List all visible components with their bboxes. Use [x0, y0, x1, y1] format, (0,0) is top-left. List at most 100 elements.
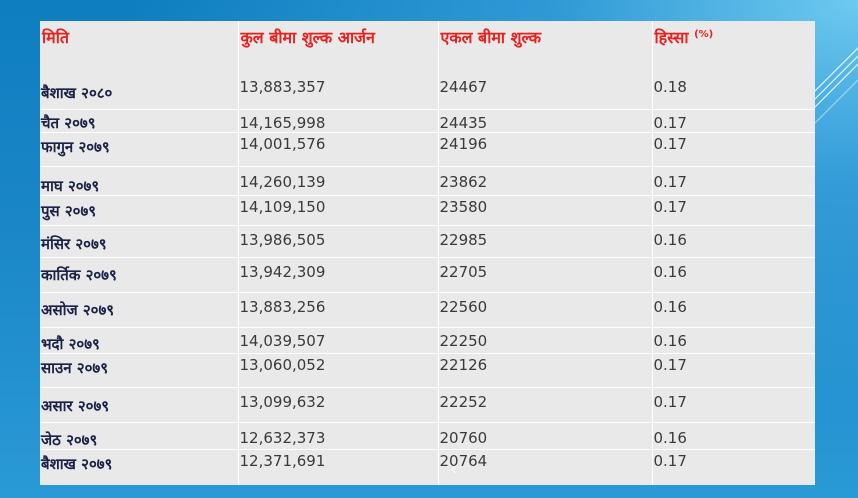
table-row: बैशाख २०७९ 12,371,691 20764 0.17 — [40, 449, 815, 485]
cell-share: 0.18 — [652, 74, 815, 110]
cell-total-premium: 13,942,309 — [238, 257, 439, 293]
cell-single-premium: 22252 — [438, 387, 653, 423]
cell-total-premium: 14,039,507 — [238, 327, 439, 354]
cell-date-text: जेठ २०७९ — [41, 430, 98, 449]
cell-total-premium-text: 14,039,507 — [239, 331, 326, 350]
cell-total-premium-text: 14,260,139 — [239, 172, 326, 191]
cell-share: 0.17 — [652, 195, 815, 226]
header-total-premium: कुल बीमा शुल्क आर्जन — [238, 21, 439, 74]
table-row: कार्तिक २०७९ 13,942,309 22705 0.16 — [40, 257, 815, 293]
cell-total-premium-text: 14,165,998 — [239, 113, 326, 132]
table-row: असार २०७९ 13,099,632 22252 0.17 — [40, 387, 815, 423]
cell-date: भदौ २०७९ — [40, 327, 239, 354]
cell-date-text: कार्तिक २०७९ — [41, 265, 117, 284]
cell-single-premium: 24196 — [438, 132, 653, 167]
cell-share-text: 0.16 — [653, 297, 687, 316]
cell-share-text: 0.17 — [653, 451, 687, 470]
cell-total-premium: 13,986,505 — [238, 225, 439, 258]
cell-total-premium-text: 13,060,052 — [239, 355, 326, 374]
cell-date-text: बैशाख २०७९ — [41, 454, 113, 473]
cell-date: बैशाख २०७९ — [40, 449, 239, 485]
cell-date-text: पुस २०७९ — [41, 201, 97, 220]
cell-date: बैशाख २०८० — [40, 74, 239, 110]
cell-date: साउन २०७९ — [40, 353, 239, 388]
premium-table: मिति कुल बीमा शुल्क आर्जन एकल बीमा शुल्क… — [40, 21, 815, 485]
cell-single-premium: 22985 — [438, 225, 653, 258]
cell-single-premium-text: 22250 — [439, 331, 488, 350]
cell-date: असोज २०७९ — [40, 292, 239, 328]
cell-date: पुस २०७९ — [40, 195, 239, 226]
table-row: साउन २०७९ 13,060,052 22126 0.17 — [40, 353, 815, 388]
cell-single-premium-text: 20764 — [439, 451, 488, 470]
cell-date: चैत २०७९ — [40, 109, 239, 133]
table-row: भदौ २०७९ 14,039,507 22250 0.16 — [40, 327, 815, 354]
cell-single-premium-text: 22560 — [439, 297, 488, 316]
cell-single-premium: 23580 — [438, 195, 653, 226]
cell-single-premium: 22126 — [438, 353, 653, 388]
cell-total-premium-text: 14,001,576 — [239, 134, 326, 153]
cell-single-premium: 24467 — [438, 74, 653, 110]
cell-total-premium: 13,060,052 — [238, 353, 439, 388]
cell-share: 0.17 — [652, 387, 815, 423]
cell-date-text: बैशाख २०८० — [41, 84, 113, 102]
cell-single-premium-text: 22126 — [439, 355, 488, 374]
cell-total-premium-text: 13,883,357 — [239, 78, 326, 96]
footer-mark — [451, 466, 457, 474]
cell-total-premium: 14,001,576 — [238, 132, 439, 167]
cell-share: 0.17 — [652, 166, 815, 196]
cell-single-premium: 20764 — [438, 449, 653, 485]
cell-share: 0.16 — [652, 292, 815, 328]
cell-total-premium-text: 13,986,505 — [239, 230, 326, 249]
table-row: माघ २०७९ 14,260,139 23862 0.17 — [40, 166, 815, 196]
cell-date-text: मंसिर २०७९ — [41, 234, 107, 253]
cell-share-text: 0.17 — [653, 172, 687, 191]
table-row: फागुन २०७९ 14,001,576 24196 0.17 — [40, 132, 815, 167]
cell-total-premium: 13,883,357 — [238, 74, 439, 110]
table-row: असोज २०७९ 13,883,256 22560 0.16 — [40, 292, 815, 328]
cell-share: 0.17 — [652, 132, 815, 167]
cell-date-text: चैत २०७९ — [41, 113, 96, 132]
cell-total-premium: 14,260,139 — [238, 166, 439, 196]
cell-single-premium: 23862 — [438, 166, 653, 196]
cell-total-premium: 13,099,632 — [238, 387, 439, 423]
cell-total-premium-text: 14,109,150 — [239, 197, 326, 216]
cell-total-premium-text: 12,632,373 — [239, 428, 326, 447]
cell-date: माघ २०७९ — [40, 166, 239, 196]
cell-share-text: 0.16 — [653, 230, 687, 249]
cell-share: 0.16 — [652, 327, 815, 354]
cell-date: मंसिर २०७९ — [40, 225, 239, 258]
cell-share: 0.16 — [652, 225, 815, 258]
header-share-unit: (%) — [694, 29, 714, 40]
cell-share: 0.17 — [652, 449, 815, 485]
cell-total-premium: 12,371,691 — [238, 449, 439, 485]
cell-share: 0.17 — [652, 353, 815, 388]
table-row: बैशाख २०८० 13,883,357 24467 0.18 — [40, 74, 815, 110]
cell-date-text: साउन २०७९ — [41, 358, 108, 377]
header-date: मिति — [40, 21, 239, 74]
cell-date-text: असोज २०७९ — [41, 300, 115, 319]
cell-share-text: 0.17 — [653, 197, 687, 216]
cell-date: फागुन २०७९ — [40, 132, 239, 167]
cell-share-text: 0.17 — [653, 134, 687, 153]
cell-share: 0.16 — [652, 257, 815, 293]
cell-date-text: फागुन २०७९ — [41, 137, 110, 156]
cell-single-premium: 20760 — [438, 422, 653, 450]
cell-single-premium-text: 24467 — [439, 78, 488, 96]
cell-share-text: 0.16 — [653, 428, 687, 447]
cell-date-text: असार २०७९ — [41, 396, 110, 415]
cell-share-text: 0.16 — [653, 262, 687, 281]
cell-total-premium-text: 13,942,309 — [239, 262, 326, 281]
cell-single-premium: 24435 — [438, 109, 653, 133]
cell-share-text: 0.17 — [653, 355, 687, 374]
cell-single-premium-text: 24196 — [439, 134, 488, 153]
cell-total-premium: 14,165,998 — [238, 109, 439, 133]
table-header-row: मिति कुल बीमा शुल्क आर्जन एकल बीमा शुल्क… — [40, 21, 815, 74]
cell-single-premium-text: 23862 — [439, 172, 488, 191]
table-row: चैत २०७९ 14,165,998 24435 0.17 — [40, 109, 815, 133]
cell-share: 0.17 — [652, 109, 815, 133]
header-single-premium: एकल बीमा शुल्क — [438, 21, 653, 74]
cell-share-text: 0.17 — [653, 392, 687, 411]
cell-total-premium-text: 13,883,256 — [239, 297, 326, 316]
cell-single-premium-text: 22252 — [439, 392, 488, 411]
header-share: हिस्सा (%) — [654, 28, 714, 47]
